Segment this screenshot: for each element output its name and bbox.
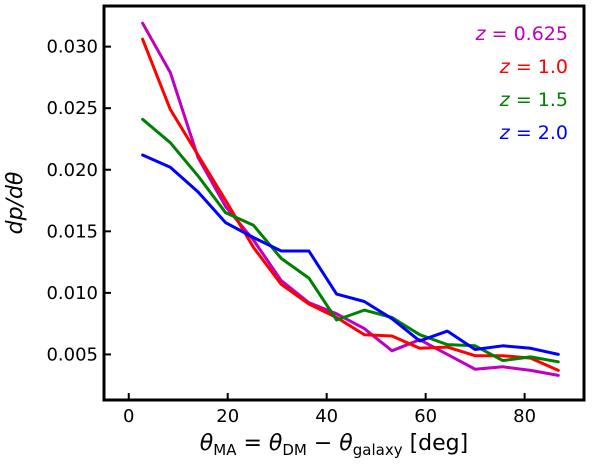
legend-entry-3: z = 2.0 [499,122,568,144]
y-tick-label: 0.015 [46,221,98,242]
legend-entry-0: z = 0.625 [475,23,568,45]
y-tick-label: 0.020 [46,160,98,181]
y-axis-label: dp/dθ [3,171,28,234]
x-axis-label-unit: [deg] [403,431,469,456]
x-tick-label: 60 [414,406,437,427]
x-axis-label-eq: = [236,431,268,456]
series-line-3 [141,153,560,356]
x-tick-label: 0 [123,406,134,427]
x-tick-label: 20 [216,406,239,427]
y-tick-label: 0.010 [46,283,98,304]
x-axis-label-sub-galaxy: galaxy [353,441,403,459]
y-tick-label: 0.030 [46,37,98,58]
legend: z = 0.625 z = 1.0 z = 1.5 z = 2.0 [475,23,568,144]
x-axis-ticks: 0 20 40 60 80 [123,393,536,427]
legend-entry-1: z = 1.0 [499,56,568,78]
legend-entry-2: z = 1.5 [499,89,568,111]
x-axis-label: θMA = θDM − θgalaxy [deg] [200,431,468,459]
x-axis-label-theta-1: θ [200,431,214,456]
x-axis-label-sub-dm: DM [282,441,307,459]
x-tick-label: 40 [315,406,338,427]
series-lines [141,21,560,377]
y-tick-label: 0.025 [46,98,98,119]
x-axis-label-minus: − [307,431,339,456]
y-tick-label: 0.005 [46,344,98,365]
y-axis-ticks: 0.005 0.010 0.015 0.020 0.025 0.030 [46,37,111,365]
x-axis-label-theta-3: θ [339,431,353,456]
plot-frame [102,4,586,402]
series-line-2 [141,117,560,364]
x-tick-label: 80 [513,406,536,427]
x-axis-label-theta-2: θ [269,431,283,456]
x-axis-label-sub-ma: MA [213,441,237,459]
series-line-0 [141,21,560,377]
series-line-1 [141,37,560,372]
